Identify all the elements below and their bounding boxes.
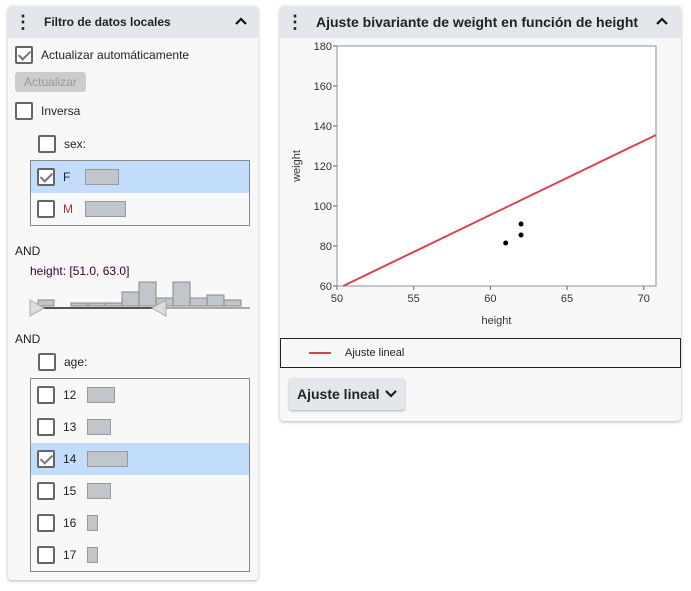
update-button[interactable]: Actualizar [15, 72, 86, 92]
report-header: ⋮ Ajuste bivariante de weight en función… [280, 6, 681, 38]
slider-max-handle [150, 299, 167, 317]
data-point [503, 240, 509, 246]
y-tick-label: 60 [320, 281, 332, 293]
list-item-14[interactable]: 14 [31, 443, 249, 475]
list-item-17[interactable]: 17 [31, 539, 249, 571]
checkbox[interactable] [37, 450, 55, 468]
x-tick-label: 70 [638, 293, 650, 305]
item-label: 17 [63, 548, 77, 562]
item-label: F [63, 170, 71, 184]
item-label: M [63, 202, 73, 216]
count-bar [87, 483, 111, 499]
inverse-label: Inversa [41, 104, 81, 118]
list-item-13[interactable]: 13 [31, 411, 249, 443]
hist-bar [121, 291, 140, 307]
list-item-15[interactable]: 15 [31, 475, 249, 507]
legend: Ajuste lineal [280, 338, 681, 368]
hist-bar [189, 297, 208, 307]
hist-bar [206, 294, 225, 307]
list-item-M[interactable]: M [31, 193, 249, 225]
x-axis-label: height [482, 315, 512, 327]
y-tick-label: 80 [320, 241, 332, 253]
hist-bar [223, 299, 242, 307]
count-bar [85, 169, 119, 185]
plot-frame [336, 45, 657, 287]
y-tick-label: 180 [314, 41, 332, 53]
sex-listbox: F M [30, 160, 250, 226]
sex-label: sex: [64, 137, 87, 151]
scatter-plot: 50 55 60 65 70 60 80 100 120 140 160 180 height weigh… [291, 41, 657, 327]
y-axis-label: weight [291, 150, 303, 183]
count-bar [87, 451, 128, 467]
y-tick-label: 100 [314, 201, 332, 213]
x-tick-label: 55 [408, 293, 420, 305]
fit-line [342, 134, 657, 287]
item-label: 15 [63, 484, 77, 498]
and-label: AND [15, 244, 41, 258]
checkbox[interactable] [37, 168, 55, 186]
report-title: Ajuste bivariante de weight en función d… [316, 14, 639, 30]
linear-fit-menu-button[interactable]: Ajuste lineal [289, 378, 406, 410]
auto-update-checkbox[interactable]: Actualizar automáticamente [15, 46, 189, 64]
and-label: AND [15, 332, 41, 346]
count-bar [87, 515, 98, 531]
inverse-checkbox[interactable]: Inversa [15, 102, 80, 120]
height-histogram-slider[interactable] [28, 278, 252, 318]
count-bar [87, 419, 111, 435]
checkbox[interactable] [37, 386, 55, 404]
checkbox[interactable] [38, 353, 56, 371]
hist-bar [87, 302, 106, 307]
list-item-16[interactable]: 16 [31, 507, 249, 539]
count-bar [87, 547, 98, 563]
x-tick-label: 60 [484, 293, 496, 305]
checkbox[interactable] [15, 46, 33, 64]
list-item-12[interactable]: 12 [31, 379, 249, 411]
x-tick-label: 65 [561, 293, 573, 305]
hist-bar [37, 299, 55, 307]
y-tick-label: 160 [314, 81, 332, 93]
y-tick-label: 140 [314, 121, 332, 133]
chevron-up-icon[interactable] [655, 14, 669, 28]
checkbox[interactable] [37, 418, 55, 436]
count-bar [85, 201, 126, 217]
list-item-F[interactable]: F [31, 161, 249, 193]
age-listbox: 12 13 14 15 16 17 [30, 378, 250, 572]
count-bar [87, 387, 115, 403]
checkbox[interactable] [15, 102, 33, 120]
x-tick-label: 50 [331, 293, 343, 305]
checkbox[interactable] [38, 135, 56, 153]
menu-dots-icon[interactable]: ⋮ [14, 12, 32, 32]
item-label: 14 [63, 452, 77, 466]
age-label: age: [64, 355, 88, 369]
data-point [518, 232, 524, 238]
checkbox[interactable] [37, 514, 55, 532]
slider-min-handle [29, 299, 46, 317]
hist-bar [138, 281, 157, 307]
bivariate-report-panel: ⋮ Ajuste bivariante de weight en función… [280, 6, 681, 421]
legend-label: Ajuste lineal [345, 347, 405, 359]
chevron-down-icon [385, 390, 398, 398]
checkbox[interactable] [37, 482, 55, 500]
item-label: 12 [63, 388, 77, 402]
checkbox[interactable] [37, 200, 55, 218]
legend-line-swatch [309, 352, 331, 354]
filter-header: ⋮ Filtro de datos locales [8, 6, 258, 38]
item-label: 16 [63, 516, 77, 530]
sex-checkbox[interactable]: sex: [38, 135, 86, 153]
hist-bar [70, 302, 89, 307]
auto-update-label: Actualizar automáticamente [41, 48, 190, 62]
checkbox[interactable] [37, 546, 55, 564]
item-label: 13 [63, 420, 77, 434]
menu-dots-icon[interactable]: ⋮ [286, 12, 304, 32]
chevron-up-icon[interactable] [234, 14, 248, 28]
data-point [518, 221, 524, 227]
filter-title: Filtro de datos locales [44, 15, 171, 29]
hist-bar [104, 302, 123, 307]
age-checkbox[interactable]: age: [38, 353, 87, 371]
y-tick-label: 120 [314, 161, 332, 173]
height-range-label: height: [51.0, 63.0] [30, 264, 130, 278]
hist-bar [172, 281, 191, 307]
fit-button-label: Ajuste lineal [297, 386, 380, 402]
